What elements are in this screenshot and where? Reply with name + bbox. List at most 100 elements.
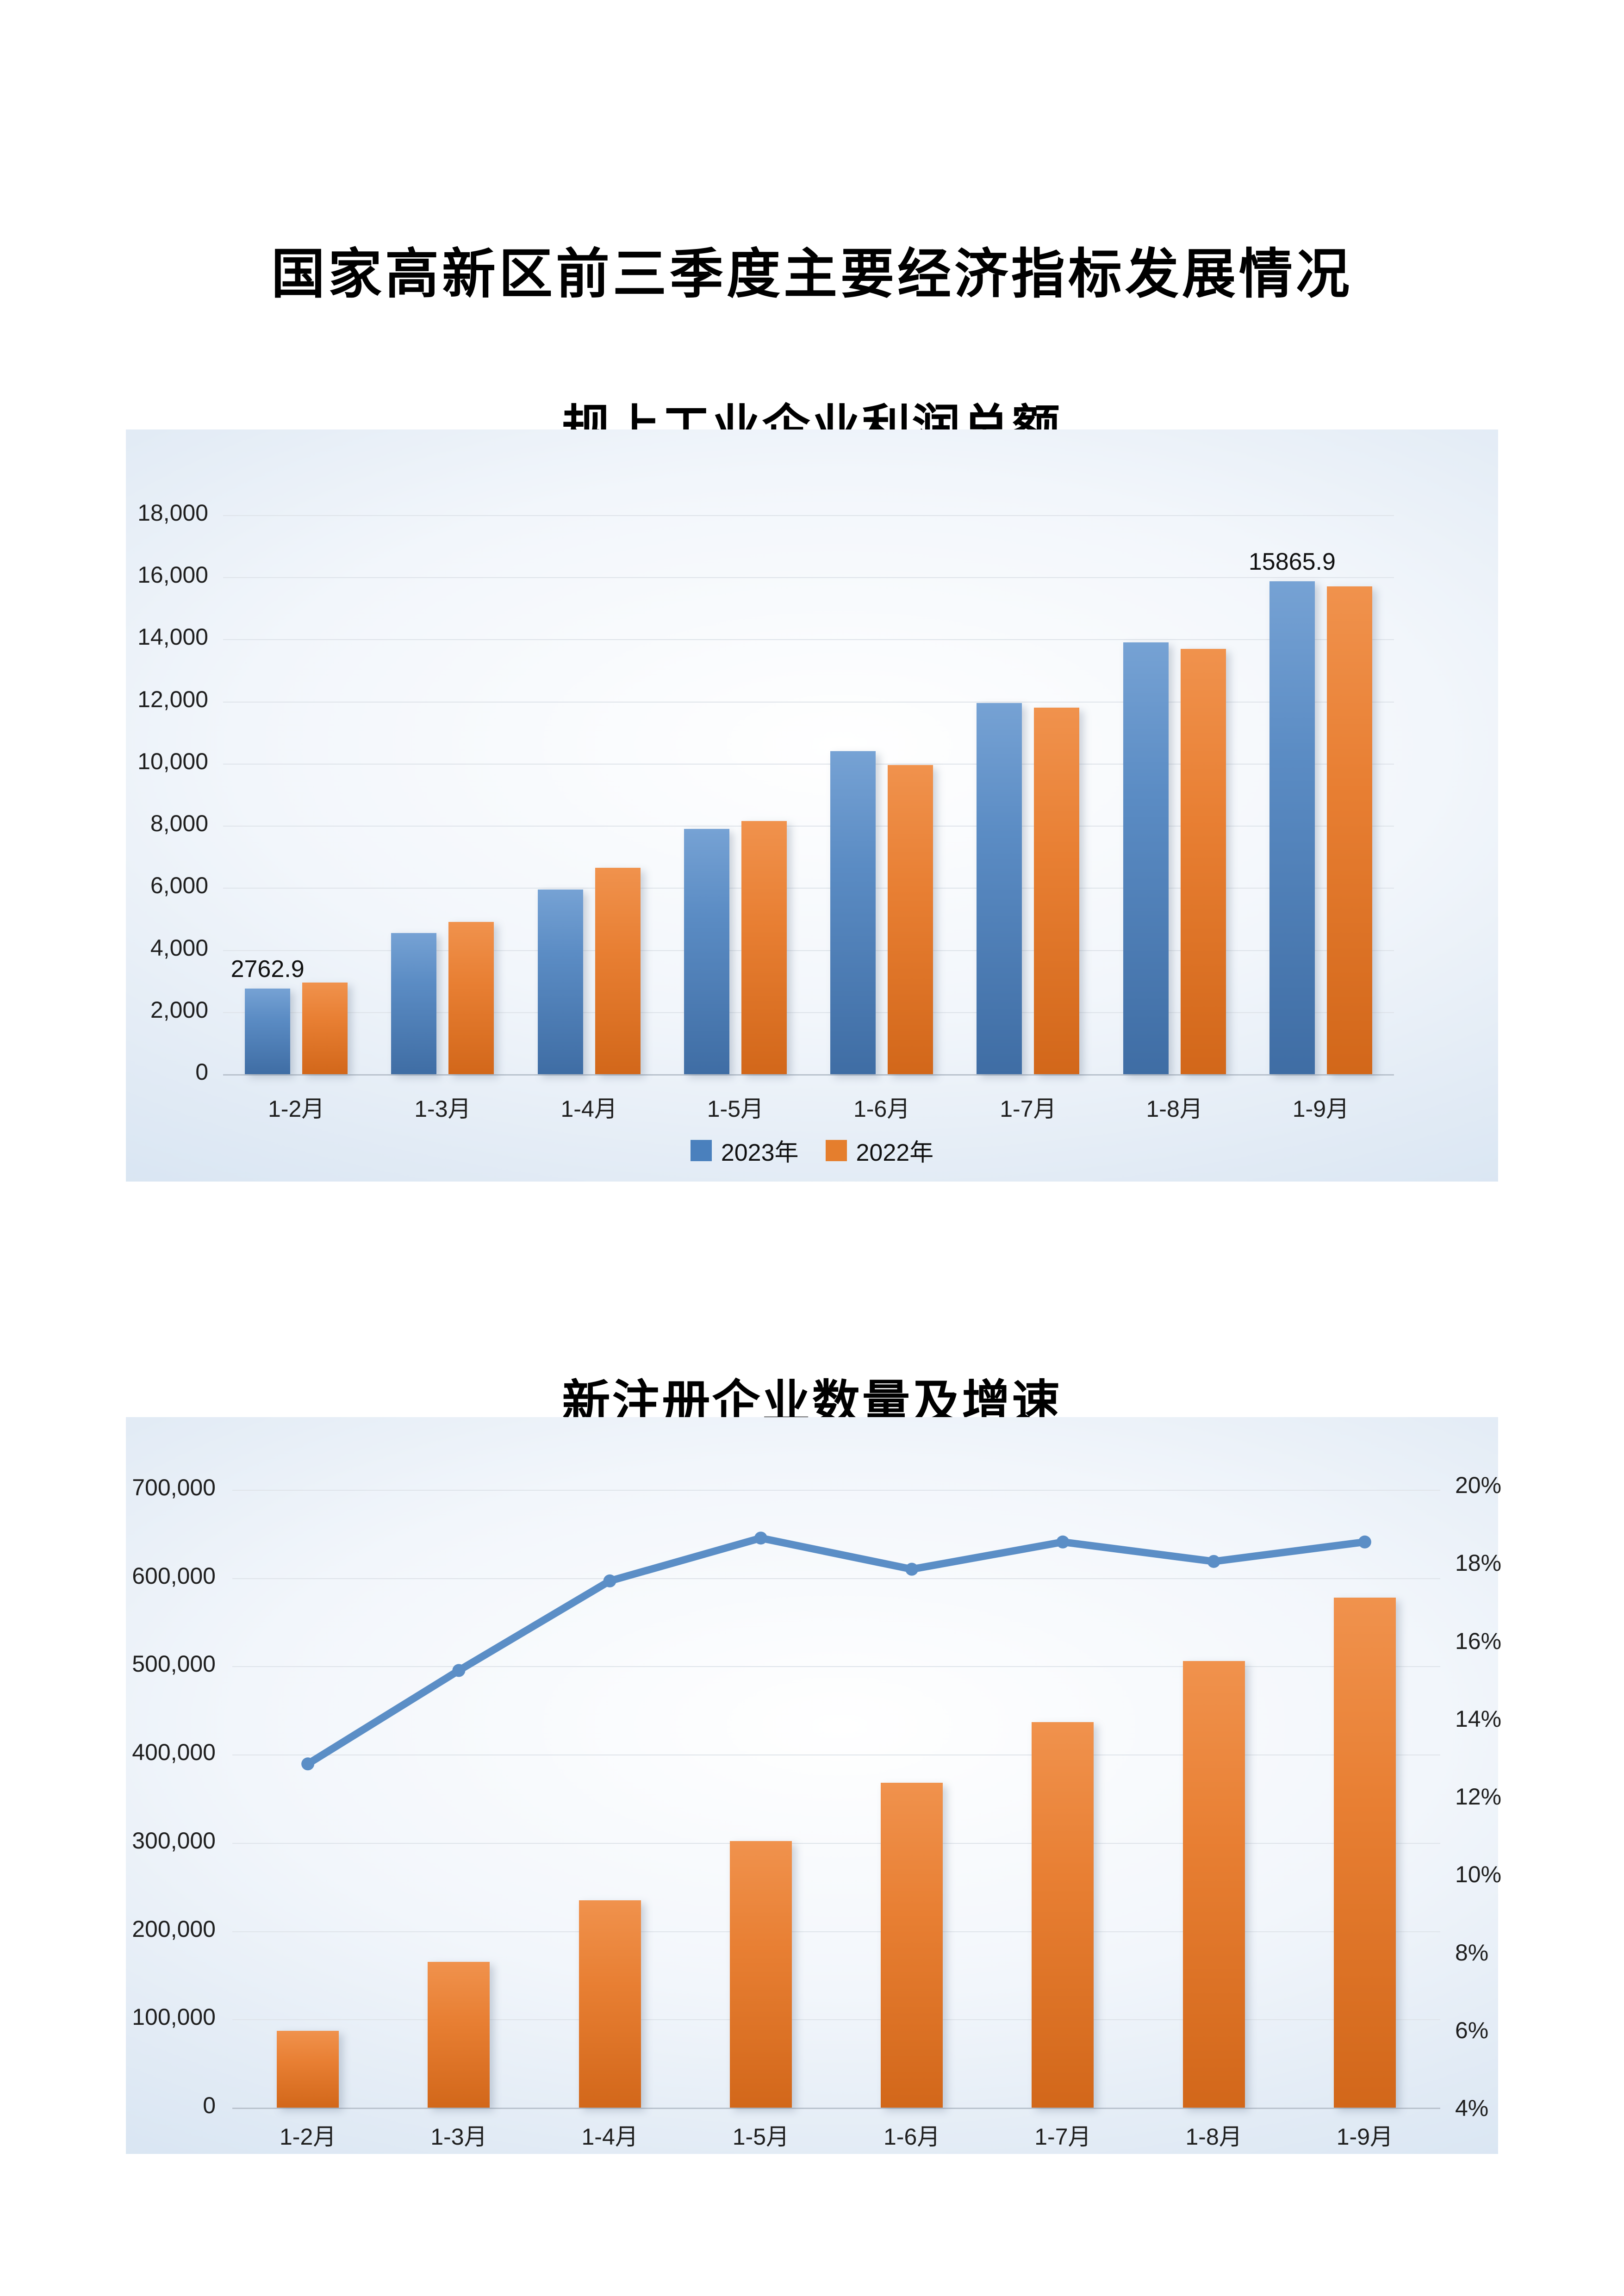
x-axis-label: 1-7月 (1034, 2124, 1091, 2150)
gridline (232, 2019, 1440, 2021)
right-y-axis-label: 4% (1455, 2095, 1489, 2121)
gridline (223, 577, 1394, 579)
x-axis-label: 1-2月 (268, 1096, 325, 1122)
left-y-axis-label: 600,000 (132, 1562, 216, 1589)
bar-data-label: 2762.9 (230, 955, 305, 983)
right-y-axis-label: 12% (1455, 1784, 1502, 1810)
gridline (223, 888, 1394, 889)
x-axis-label: 1-6月 (853, 1096, 910, 1122)
bar-2023年-1-4月 (537, 889, 583, 1074)
right-y-axis-label: 8% (1455, 1939, 1489, 1966)
x-axis-label: 1-6月 (883, 2124, 940, 2150)
right-y-axis-label: 20% (1455, 1472, 1502, 1498)
bar-registered-count-1-4月 (579, 1900, 641, 2108)
x-axis-label: 1-3月 (430, 2124, 487, 2150)
y-axis-label: 10,000 (137, 748, 208, 774)
left-y-axis-label: 500,000 (132, 1651, 216, 1677)
x-axis-label: 1-8月 (1185, 2124, 1242, 2150)
bar-2023年-1-8月 (1123, 642, 1169, 1074)
y-axis-label: 16,000 (137, 562, 208, 588)
growth-rate-line (301, 1531, 1371, 1771)
page-title: 国家高新区前三季度主要经济指标发展情况 (271, 245, 1353, 305)
bar-registered-count-1-2月 (277, 2031, 339, 2108)
bar-registered-count-1-8月 (1182, 1661, 1245, 2108)
bar-2022年-1-9月 (1326, 586, 1372, 1074)
x-axis-label: 1-9月 (1336, 2124, 1393, 2150)
line-marker-1-8月 (1207, 1555, 1220, 1568)
x-axis-label: 1-5月 (732, 2124, 789, 2150)
legend-label: 2022年 (856, 1139, 934, 1166)
gridline (223, 515, 1394, 516)
x-axis-line (232, 2108, 1440, 2109)
gridline (223, 763, 1394, 765)
bar-registered-count-1-5月 (729, 1841, 792, 2108)
bar-2022年-1-7月 (1034, 708, 1080, 1074)
legend-item: 2023年 (690, 1133, 799, 1168)
gridline (232, 1578, 1440, 1579)
legend-item: 2022年 (825, 1133, 934, 1168)
y-axis-label: 18,000 (137, 500, 208, 526)
x-axis-label: 1-3月 (414, 1096, 471, 1122)
x-axis-label: 1-2月 (279, 2124, 336, 2150)
line-marker-1-6月 (905, 1562, 919, 1576)
right-y-axis-label: 18% (1455, 1550, 1502, 1576)
bar-registered-count-1-7月 (1032, 1722, 1094, 2108)
legend-swatch-2022年 (825, 1139, 847, 1161)
line-marker-1-4月 (603, 1574, 616, 1587)
bar-data-label: 15865.9 (1248, 548, 1336, 576)
legend-label: 2023年 (721, 1139, 799, 1166)
bar-2022年-1-2月 (302, 983, 348, 1074)
y-axis-label: 14,000 (137, 624, 208, 650)
y-axis-label: 12,000 (137, 686, 208, 712)
left-y-axis-label: 200,000 (132, 1916, 216, 1942)
y-axis-label: 6,000 (150, 872, 208, 899)
left-y-axis-label: 0 (203, 2092, 216, 2118)
x-axis-label: 1-8月 (1146, 1096, 1203, 1122)
y-axis-label: 0 (195, 1059, 208, 1085)
left-y-axis-label: 700,000 (132, 1475, 216, 1500)
x-axis-line (223, 1074, 1394, 1076)
x-axis-label: 1-4月 (581, 2124, 638, 2150)
left-y-axis-label: 400,000 (132, 1739, 216, 1766)
right-y-axis-label: 16% (1455, 1628, 1502, 1654)
chart1-panel: 0 2,000 4,000 6,000 8,000 10,000 12,000 14,000 1… (126, 429, 1498, 1182)
bar-2023年-1-9月 (1269, 581, 1315, 1074)
gridline (223, 1012, 1394, 1013)
bar-2023年-1-7月 (977, 703, 1022, 1074)
right-y-axis-label: 6% (1455, 2017, 1489, 2043)
line-marker-1-3月 (452, 1664, 466, 1677)
growth-rate-polyline (304, 1534, 1369, 1768)
x-axis-label: 1-4月 (560, 1096, 617, 1122)
bar-2022年-1-8月 (1180, 648, 1226, 1074)
gridline (223, 639, 1394, 641)
line-marker-1-7月 (1056, 1535, 1070, 1549)
line-marker-1-9月 (1358, 1535, 1371, 1549)
bar-registered-count-1-9月 (1333, 1597, 1396, 2108)
bar-2022年-1-3月 (448, 922, 494, 1074)
line-marker-1-2月 (301, 1757, 315, 1771)
bar-2023年-1-6月 (830, 751, 876, 1074)
bar-registered-count-1-3月 (428, 1962, 490, 2108)
gridline (232, 1842, 1440, 1844)
x-axis-label: 1-7月 (1000, 1096, 1057, 1122)
x-axis-label: 1-5月 (707, 1096, 764, 1122)
bar-2022年-1-5月 (741, 821, 787, 1074)
gridline (223, 826, 1394, 827)
legend: 2023年 2022年 (126, 1133, 1498, 1168)
bar-2023年-1-5月 (684, 828, 729, 1074)
bar-2022年-1-4月 (595, 867, 641, 1074)
gridline (223, 950, 1394, 951)
bar-2023年-1-3月 (391, 933, 437, 1074)
left-y-axis-label: 300,000 (132, 1827, 216, 1854)
gridline (232, 1666, 1440, 1668)
bar-2023年-1-2月 (245, 988, 291, 1074)
right-y-axis-label: 14% (1455, 1705, 1502, 1732)
gridline (223, 701, 1394, 703)
left-y-axis-label: 100,000 (132, 2004, 216, 2030)
y-axis-label: 2,000 (150, 996, 208, 1023)
gridline (232, 1490, 1440, 1491)
line-marker-1-5月 (754, 1531, 767, 1545)
y-axis-label: 8,000 (150, 810, 208, 837)
chart2-panel: 0 100,000 200,000 300,000 400,000 500,000 600,… (126, 1417, 1501, 2154)
bar-registered-count-1-6月 (881, 1783, 943, 2108)
